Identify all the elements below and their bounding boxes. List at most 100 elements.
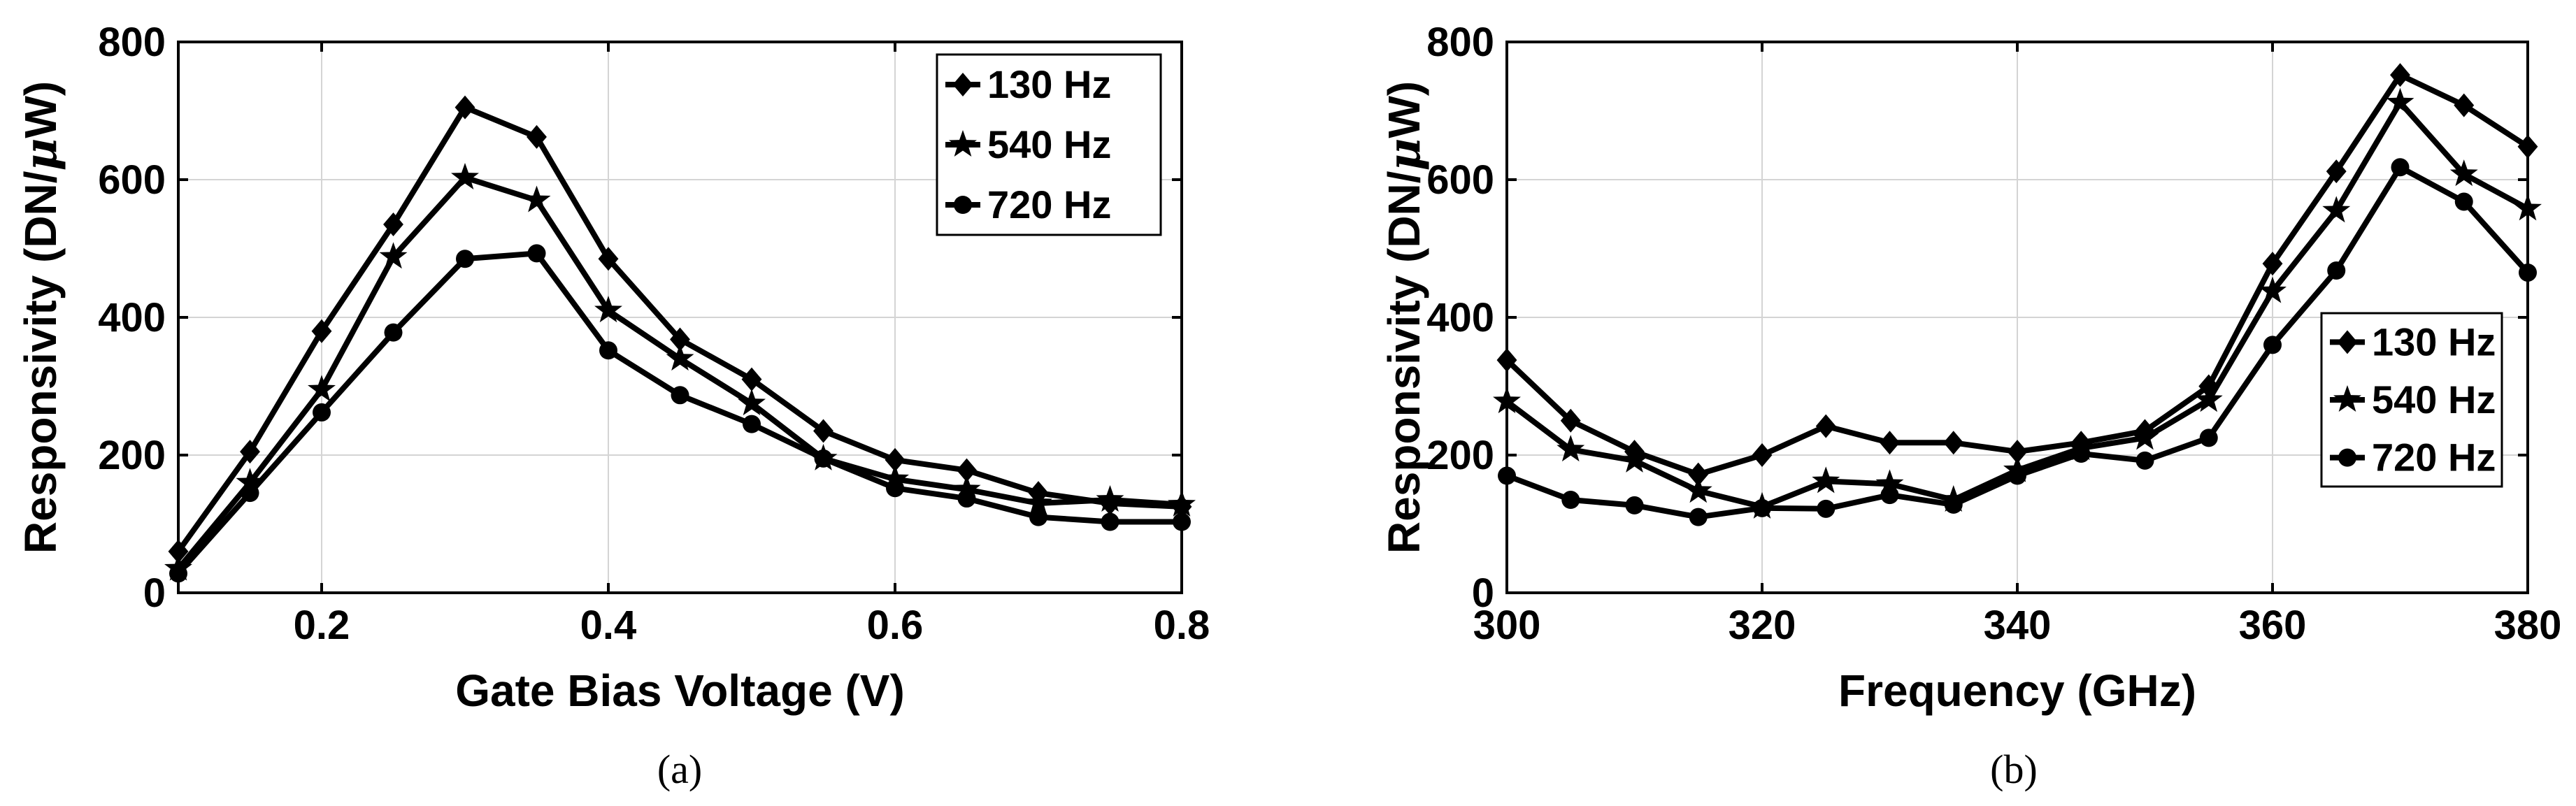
- data-point: [240, 440, 260, 464]
- x-tick-label: 0.2: [294, 603, 350, 648]
- data-point: [2263, 336, 2282, 354]
- legend-item: 720 Hz: [945, 182, 1111, 226]
- x-tick-label: 0.8: [1154, 603, 1210, 648]
- data-point: [952, 475, 981, 502]
- data-point: [1689, 508, 1708, 526]
- legend-marker: [2337, 330, 2358, 354]
- series-line: [176, 175, 1182, 571]
- data-point: [1815, 414, 1836, 438]
- legend-label: 130 Hz: [2372, 319, 2496, 364]
- x-tick-label: 360: [2239, 603, 2307, 648]
- data-point: [1880, 486, 1899, 505]
- data-point: [1817, 499, 1836, 518]
- y-tick-label: 0: [143, 570, 166, 616]
- y-tick-label: 400: [1426, 295, 1494, 340]
- data-point: [1625, 496, 1644, 514]
- data-point: [1812, 466, 1840, 494]
- data-point: [881, 464, 909, 491]
- y-tick-label: 400: [98, 295, 166, 340]
- data-point: [743, 415, 761, 433]
- y-tick-label: 200: [1426, 433, 1494, 478]
- data-point: [236, 468, 264, 495]
- data-point: [2008, 466, 2026, 485]
- data-point: [2386, 87, 2414, 115]
- panel-caption: (a): [657, 747, 702, 792]
- y-tick-label: 800: [1426, 20, 1494, 65]
- x-tick-label: 300: [1473, 603, 1541, 648]
- data-point: [885, 447, 906, 472]
- chart-panel-b: 300 320 340 360 380 0 200 400 600 800 Frequency (…: [1378, 20, 2561, 792]
- data-point: [1753, 498, 1771, 517]
- data-point: [527, 124, 547, 149]
- data-point: [2007, 440, 2028, 464]
- data-point: [1029, 508, 1047, 526]
- data-point: [2135, 451, 2154, 470]
- data-point: [738, 389, 766, 416]
- legend-marker: [2338, 448, 2356, 467]
- x-tick-label: 340: [1984, 603, 2052, 648]
- y-tick-label: 600: [1426, 157, 1494, 203]
- y-axis-label: Responsivity (DN/μW): [1378, 81, 1431, 554]
- legend-marker: [2333, 385, 2361, 412]
- legend-item: 720 Hz: [2330, 436, 2496, 480]
- legend-item: 130 Hz: [945, 62, 1111, 106]
- data-point: [2194, 385, 2223, 412]
- data-point: [455, 95, 475, 120]
- data-point: [527, 244, 546, 263]
- data-point: [522, 185, 551, 213]
- data-point: [741, 367, 762, 391]
- legend: 130 Hz 540 Hz 720 Hz: [936, 53, 1162, 236]
- data-point: [886, 479, 904, 498]
- x-axis-label: Gate Bias Voltage (V): [455, 665, 905, 716]
- data-point: [1557, 435, 1585, 462]
- data-point: [2199, 429, 2218, 447]
- x-tick-label: 320: [1729, 603, 1796, 648]
- y-tick-label: 600: [98, 157, 166, 203]
- y-tick-label: 800: [98, 20, 166, 65]
- legend: 130 Hz 540 Hz 720 Hz: [2320, 312, 2503, 488]
- data-point: [384, 323, 403, 342]
- x-tick-label: 0.4: [580, 603, 637, 648]
- y-tick-label: 0: [1472, 570, 1494, 616]
- data-point: [1561, 491, 1580, 510]
- series-720-hz: [1498, 158, 2537, 526]
- legend-label: 720 Hz: [987, 182, 1111, 226]
- series-720-hz: [169, 244, 1191, 583]
- series-130-hz: [168, 95, 1192, 563]
- data-point: [2262, 252, 2283, 276]
- data-point: [1880, 431, 1900, 455]
- data-point: [957, 489, 976, 508]
- x-tick-label: 0.6: [867, 603, 924, 648]
- legend-marker: [949, 130, 977, 157]
- legend-item: 130 Hz: [2330, 319, 2496, 364]
- data-point: [2454, 93, 2475, 117]
- data-point: [379, 242, 408, 269]
- data-point: [1096, 485, 1124, 512]
- data-point: [2131, 423, 2159, 450]
- data-point: [594, 296, 622, 323]
- legend-label: 540 Hz: [987, 122, 1111, 166]
- data-point: [813, 419, 833, 443]
- data-point: [671, 386, 689, 405]
- legend-item: 540 Hz: [945, 122, 1111, 166]
- data-point: [957, 458, 977, 482]
- legend-marker: [954, 196, 972, 214]
- data-point: [1875, 469, 1904, 496]
- legend-label: 540 Hz: [2372, 377, 2496, 422]
- x-tick-label: 380: [2494, 603, 2562, 648]
- y-axis-label: Responsivity (DN/μW): [15, 81, 67, 554]
- data-point: [1620, 445, 1649, 473]
- data-point: [599, 341, 617, 360]
- data-point: [598, 247, 619, 271]
- data-point: [666, 344, 694, 371]
- y-tick-label: 200: [98, 433, 166, 478]
- data-point: [313, 403, 331, 422]
- x-axis-label: Frequency (GHz): [1838, 665, 2196, 716]
- data-point: [1944, 495, 1963, 514]
- data-point: [456, 250, 474, 268]
- legend-label: 130 Hz: [987, 62, 1111, 106]
- legend-item: 540 Hz: [2330, 377, 2496, 422]
- legend-label: 720 Hz: [2372, 436, 2496, 480]
- data-point: [2322, 196, 2351, 223]
